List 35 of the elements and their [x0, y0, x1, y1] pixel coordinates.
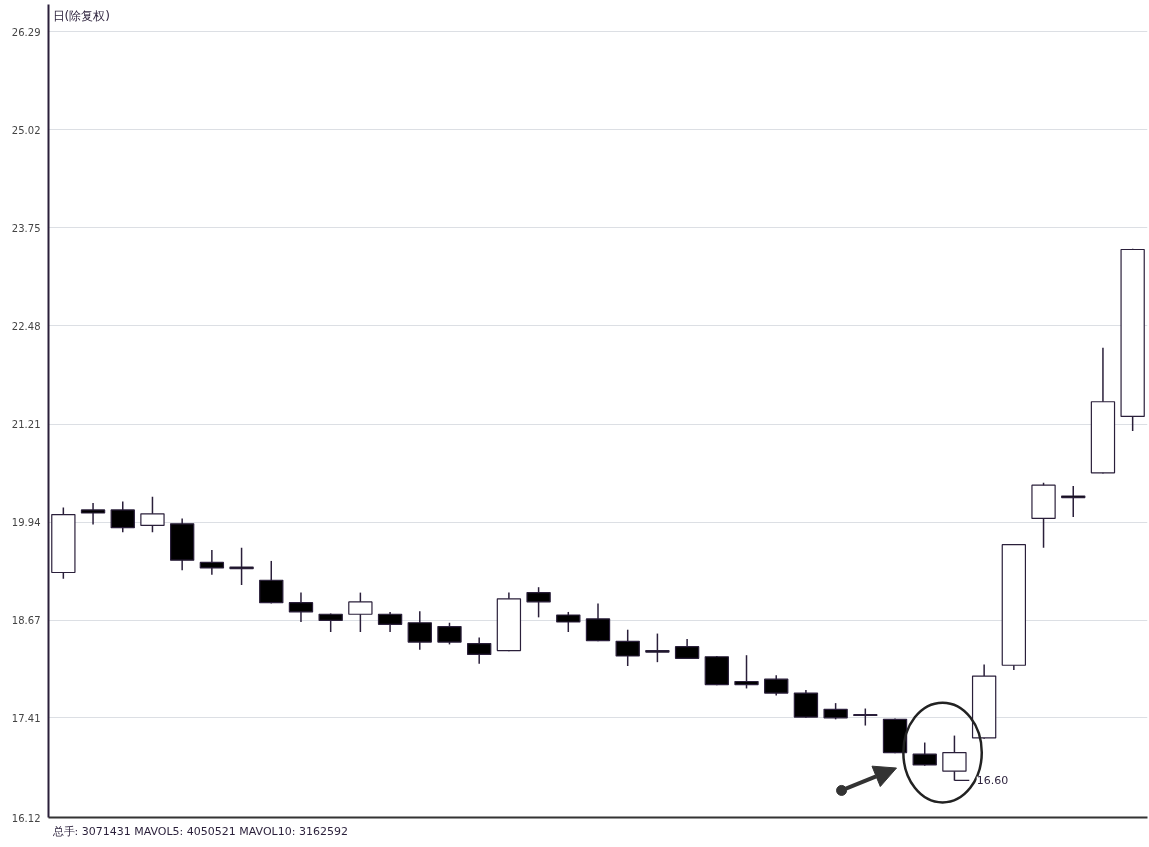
y-tick-label: 25.02 — [11, 124, 41, 136]
annotation: 16.60 — [976, 774, 1009, 788]
candlestick — [140, 496, 165, 534]
candlestick — [585, 602, 611, 643]
candlestick — [199, 549, 225, 576]
candlestick — [229, 547, 254, 586]
candlestick — [1061, 485, 1086, 518]
candlestick — [318, 612, 343, 633]
y-tick-label: 18.67 — [11, 615, 41, 627]
y-tick-label: 16.12 — [11, 812, 41, 824]
y-tick-label: 21.21 — [11, 419, 41, 431]
y-tick-label: 22.48 — [11, 320, 41, 332]
candlestick — [793, 689, 819, 719]
text: 总手: 3071431 MAVOL5: 4050521 MAVOL10: 3162592 — [51, 824, 348, 838]
candlestick — [407, 610, 432, 651]
candlestick — [377, 611, 403, 633]
chart-title: 日(除复权) — [52, 8, 110, 23]
y-tick-label: 23.75 — [11, 222, 41, 234]
candlestick — [645, 632, 670, 663]
candlestick — [80, 502, 106, 526]
y-tick-label: 26.29 — [11, 26, 41, 38]
candlestick — [110, 500, 135, 534]
candlestick — [437, 622, 462, 646]
candlestick — [615, 628, 640, 667]
candlestick — [912, 741, 937, 767]
candlestick — [556, 611, 581, 633]
candlestick — [526, 586, 551, 619]
candlestick — [467, 636, 492, 665]
candlestick — [764, 674, 789, 697]
candlestick — [259, 560, 284, 605]
candlestick — [348, 591, 373, 633]
candlestick — [734, 654, 759, 690]
candlestick — [288, 591, 314, 623]
y-tick-label: 17.41 — [11, 712, 41, 724]
y-tick-label: 19.94 — [11, 517, 41, 529]
